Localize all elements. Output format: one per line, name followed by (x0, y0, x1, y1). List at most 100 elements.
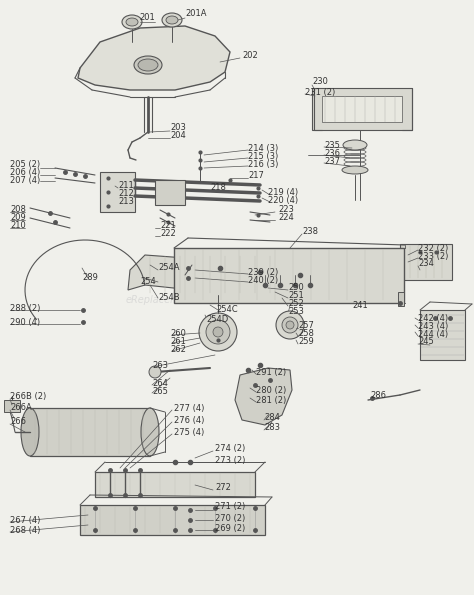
Text: 254C: 254C (216, 305, 237, 314)
Bar (4, 400, 20, 412)
Text: 240 (2): 240 (2) (248, 275, 278, 284)
Bar (312, 88, 412, 130)
Text: 252: 252 (288, 299, 304, 308)
Text: 212: 212 (118, 189, 134, 199)
Ellipse shape (122, 15, 142, 29)
Bar (322, 96, 402, 122)
Text: 291 (2): 291 (2) (256, 368, 286, 377)
Ellipse shape (276, 311, 304, 339)
Text: 236: 236 (324, 149, 340, 158)
Text: 220 (4): 220 (4) (268, 196, 298, 205)
Text: 213: 213 (118, 198, 134, 206)
Ellipse shape (134, 56, 162, 74)
Text: 257: 257 (298, 321, 314, 330)
Text: 281 (2): 281 (2) (256, 396, 286, 405)
Text: 275 (4): 275 (4) (174, 427, 204, 437)
Text: 262: 262 (170, 345, 186, 353)
Text: 267 (4): 267 (4) (10, 515, 40, 525)
Text: 270 (2): 270 (2) (215, 513, 245, 522)
Ellipse shape (149, 366, 161, 378)
Bar (398, 292, 404, 306)
Text: 214 (3): 214 (3) (248, 143, 278, 152)
Text: 264: 264 (152, 378, 168, 387)
Ellipse shape (21, 408, 39, 456)
Text: 254D: 254D (206, 315, 228, 324)
Text: 234: 234 (418, 259, 434, 268)
Text: 254A: 254A (158, 264, 180, 273)
Text: 208: 208 (10, 205, 26, 215)
Ellipse shape (166, 16, 178, 24)
Text: 272: 272 (215, 484, 231, 493)
Text: 237: 237 (324, 156, 340, 165)
Text: 201A: 201A (185, 10, 207, 18)
Bar (100, 172, 135, 212)
Text: 235: 235 (324, 140, 340, 149)
Text: 223: 223 (278, 205, 294, 215)
Text: 245: 245 (418, 337, 434, 346)
Ellipse shape (206, 320, 230, 344)
Text: 254B: 254B (158, 293, 180, 302)
Text: 209: 209 (10, 214, 26, 223)
Ellipse shape (282, 317, 298, 333)
Ellipse shape (213, 327, 223, 337)
Text: 288 (2): 288 (2) (10, 303, 40, 312)
Text: 253: 253 (288, 308, 304, 317)
Text: 218: 218 (210, 183, 226, 193)
Text: 202: 202 (242, 51, 258, 60)
Text: 254: 254 (140, 277, 156, 287)
Polygon shape (128, 255, 280, 295)
Text: 239 (2): 239 (2) (248, 268, 278, 277)
Text: 268 (4): 268 (4) (10, 525, 40, 534)
Text: 207 (4): 207 (4) (10, 177, 40, 186)
Text: 250: 250 (288, 283, 304, 293)
Text: 266B (2): 266B (2) (10, 393, 46, 402)
Text: 221: 221 (160, 221, 176, 230)
Text: 277 (4): 277 (4) (174, 403, 204, 412)
Text: 286: 286 (370, 392, 386, 400)
Text: 265: 265 (152, 387, 168, 396)
Polygon shape (78, 26, 230, 90)
Text: 284: 284 (264, 414, 280, 422)
Text: eReplacementParts.com: eReplacementParts.com (125, 295, 245, 305)
Text: 238: 238 (302, 227, 318, 236)
Text: 263: 263 (152, 361, 168, 369)
Ellipse shape (342, 166, 368, 174)
Text: 222: 222 (160, 230, 176, 239)
Text: 260: 260 (170, 328, 186, 337)
Text: 276 (4): 276 (4) (174, 415, 204, 424)
Bar (400, 244, 452, 280)
Text: 261: 261 (170, 337, 186, 346)
Text: 266: 266 (10, 418, 26, 427)
Text: 211: 211 (118, 181, 134, 190)
Ellipse shape (162, 13, 182, 27)
Bar (30, 408, 150, 456)
Text: 258: 258 (298, 330, 314, 339)
Text: 242 (4): 242 (4) (418, 314, 448, 322)
Bar (420, 310, 465, 360)
Text: 271 (2): 271 (2) (215, 503, 245, 512)
Polygon shape (235, 368, 292, 425)
Text: 283: 283 (264, 424, 280, 433)
Ellipse shape (126, 18, 138, 26)
Text: 201: 201 (139, 14, 155, 23)
Text: 216 (3): 216 (3) (248, 159, 278, 168)
Text: 230: 230 (312, 77, 328, 86)
Text: 205 (2): 205 (2) (10, 161, 40, 170)
Text: 210: 210 (10, 221, 26, 230)
Bar (95, 472, 255, 497)
Text: 274 (2): 274 (2) (215, 444, 245, 453)
Text: 259: 259 (298, 337, 314, 346)
Text: 215 (3): 215 (3) (248, 152, 278, 161)
Text: 289: 289 (82, 274, 98, 283)
Ellipse shape (141, 408, 159, 456)
Bar (80, 505, 265, 535)
Text: 233 (2): 233 (2) (418, 252, 448, 261)
Text: 219 (4): 219 (4) (268, 189, 298, 198)
Text: 269 (2): 269 (2) (215, 524, 245, 533)
Text: 203: 203 (170, 124, 186, 133)
Text: 290 (4): 290 (4) (10, 318, 40, 327)
Text: 241: 241 (352, 302, 368, 311)
Text: 231 (2): 231 (2) (305, 87, 335, 96)
Text: 204: 204 (170, 131, 186, 140)
Text: 224: 224 (278, 214, 294, 223)
